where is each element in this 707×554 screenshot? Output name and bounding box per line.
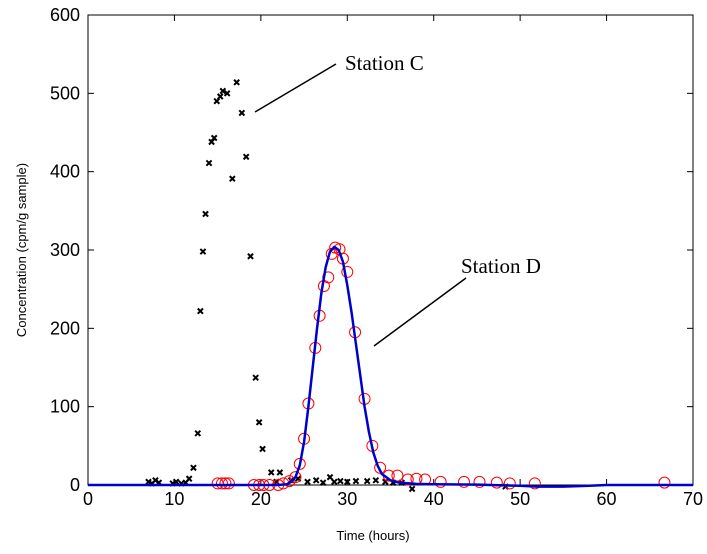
x-tick-label: 60 (597, 489, 617, 509)
station-c-point (331, 478, 338, 486)
y-tick-label: 500 (50, 83, 80, 103)
station-d-point (283, 475, 296, 488)
y-tick-label: 300 (50, 240, 80, 260)
station-c-point (363, 477, 371, 485)
station-c-point (199, 248, 207, 255)
station-c-point (172, 478, 180, 486)
station-d-point (341, 265, 354, 278)
station-c-point (197, 307, 204, 315)
y-tick-label: 200 (50, 318, 80, 338)
station-c-point (372, 476, 380, 484)
x-tick-label: 10 (164, 489, 184, 509)
station-c-point (238, 109, 246, 117)
station-c-point (202, 210, 209, 218)
station-c-point (319, 479, 327, 486)
x-axis-label: Time (hours) (336, 528, 409, 543)
station-d-fit-line (88, 245, 693, 488)
station-c-point (252, 374, 259, 381)
x-tick-label: 0 (83, 489, 93, 509)
y-tick-label: 600 (50, 5, 80, 25)
x-tick-label: 70 (683, 489, 703, 509)
station-d-point (658, 476, 671, 489)
station-c-point (326, 473, 334, 481)
station-c-point (352, 477, 360, 485)
data-series (88, 79, 693, 493)
annotation-leader-station-c (254, 63, 337, 113)
station-c-point (210, 134, 218, 142)
station-c-point (219, 87, 227, 95)
annotation-station-d: Station D (461, 254, 541, 278)
station-c-point (343, 478, 351, 486)
annotation-station-c: Station C (345, 51, 424, 75)
x-tick-label: 50 (510, 489, 530, 509)
station-d-point (401, 473, 414, 486)
station-c-point (216, 93, 224, 100)
station-c-point (247, 252, 254, 260)
station-c-point (312, 476, 320, 484)
x-tick-label: 40 (424, 489, 444, 509)
station-d-point (293, 457, 306, 470)
station-c-point (276, 469, 284, 476)
station-c-point (190, 464, 197, 472)
station-c-point (382, 478, 389, 486)
station-d-point (503, 477, 516, 490)
station-c-point (259, 445, 266, 453)
y-tick-label: 0 (70, 475, 80, 495)
station-d-point (457, 475, 470, 488)
y-tick-label: 400 (50, 162, 80, 182)
plot-background (87, 14, 694, 486)
station-c-point (408, 485, 416, 493)
annotation-leader-station-d (373, 277, 467, 347)
station-c-point (145, 478, 152, 486)
station-c-point (233, 79, 240, 86)
station-c-point (337, 477, 344, 485)
station-c-point (194, 429, 202, 437)
station-c-point (255, 419, 263, 426)
station-d-point (219, 477, 232, 490)
station-d-point (222, 477, 235, 490)
y-tick-label: 100 (50, 397, 80, 417)
station-c-point (205, 159, 213, 167)
station-c-point (242, 153, 250, 161)
axes: 0 10 20 30 40 50 60 70 0 100 200 300 400 500 600 (50, 5, 703, 509)
station-d-point (215, 477, 228, 490)
station-c-point (223, 90, 231, 97)
station-d-point (434, 475, 447, 488)
station-c-point (304, 478, 311, 486)
station-d-point (289, 471, 302, 484)
station-d-point (528, 477, 541, 490)
x-tick-label: 20 (251, 489, 271, 509)
station-d-point (473, 475, 486, 488)
station-d-point (490, 476, 503, 489)
x-tick-label: 30 (337, 489, 357, 509)
station-c-point (185, 475, 193, 483)
y-axis-label: Concentration (cpm/g sample) (14, 163, 29, 337)
station-c-point (267, 469, 275, 476)
station-c-point (229, 175, 236, 183)
